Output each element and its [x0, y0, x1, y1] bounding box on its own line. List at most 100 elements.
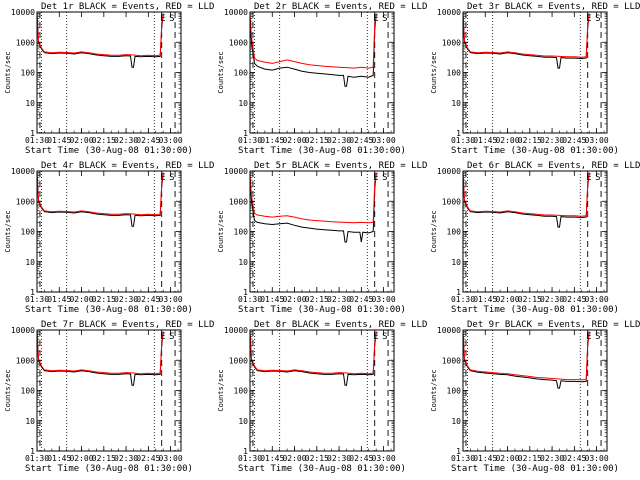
x-tick-label: 02:00: [282, 136, 306, 145]
y-axis-label: Counts/sec: [4, 369, 12, 411]
marker-letter: E: [373, 14, 378, 24]
marker-letter: S: [595, 14, 600, 24]
detector-panel-7: Det 7r BLACK = Events, RED = LLD E S 1 10 100…: [4, 320, 214, 474]
y-axis-label: Counts/sec: [430, 51, 438, 93]
lld-series-line: [462, 331, 590, 381]
panel-title: Det 4r BLACK = Events, RED = LLD: [41, 161, 214, 171]
plot-frame: [36, 329, 182, 452]
x-tick-label: 02:15: [518, 295, 542, 304]
marker-letter: S: [595, 332, 600, 342]
y-tick-label: 10: [238, 258, 248, 267]
x-tick-label: 02:15: [518, 136, 542, 145]
y-axis-label: Counts/sec: [430, 369, 438, 411]
x-tick-label: 03:00: [585, 295, 609, 304]
x-tick-label: 01:45: [47, 454, 71, 463]
panel-title: Det 3r BLACK = Events, RED = LLD: [467, 2, 640, 12]
x-tick-label: 02:30: [540, 295, 564, 304]
plot-frame: [462, 11, 608, 134]
x-tick-label: 01:30: [238, 295, 262, 304]
panel-title: Det 6r BLACK = Events, RED = LLD: [467, 161, 640, 171]
marker-letter: S: [382, 173, 387, 183]
x-tick-label: 02:45: [136, 454, 160, 463]
marker-letter: E: [160, 332, 165, 342]
x-axis-label: Start Time (30-Aug-08 01:30:00): [25, 464, 193, 474]
y-tick-label: 1: [30, 288, 35, 297]
x-axis-label: Start Time (30-Aug-08 01:30:00): [238, 146, 406, 156]
x-tick-label: 01:45: [260, 295, 284, 304]
x-tick-label: 02:30: [114, 136, 138, 145]
y-tick-label: 1000: [442, 356, 461, 365]
y-tick-label: 100: [447, 228, 462, 237]
x-tick-label: 01:45: [47, 295, 71, 304]
y-tick-label: 100: [21, 387, 36, 396]
events-series-line: [462, 14, 590, 69]
x-tick-label: 01:30: [451, 295, 475, 304]
y-tick-label: 1: [456, 129, 461, 138]
marker-letter: E: [373, 332, 378, 342]
y-tick-label: 1000: [229, 197, 248, 206]
x-tick-label: 02:00: [495, 454, 519, 463]
lld-series-line: [36, 172, 164, 216]
y-tick-label: 1000: [229, 38, 248, 47]
marker-letter: E: [586, 14, 591, 24]
events-series-line: [462, 332, 590, 389]
events-series-line: [249, 332, 377, 386]
detector-panel-8: Det 8r BLACK = Events, RED = LLD E S 1 10 100…: [217, 320, 427, 474]
x-tick-label: 02:15: [92, 454, 116, 463]
y-tick-label: 100: [234, 387, 249, 396]
y-tick-label: 10000: [224, 326, 248, 335]
y-tick-label: 1: [243, 129, 248, 138]
x-tick-label: 02:00: [69, 136, 93, 145]
x-tick-label: 02:00: [282, 454, 306, 463]
x-tick-label: 02:00: [69, 454, 93, 463]
x-tick-label: 02:15: [305, 295, 329, 304]
x-tick-label: 01:45: [473, 136, 497, 145]
y-axis-label: Counts/sec: [4, 51, 12, 93]
x-tick-label: 02:15: [305, 136, 329, 145]
x-tick-label: 02:45: [562, 454, 586, 463]
y-tick-label: 1: [243, 447, 248, 456]
x-tick-label: 02:30: [114, 295, 138, 304]
events-series-line: [36, 332, 164, 386]
x-tick-label: 02:45: [562, 136, 586, 145]
y-tick-label: 10: [451, 99, 461, 108]
events-series-line: [36, 173, 164, 227]
x-tick-label: 01:45: [473, 295, 497, 304]
events-series-line: [249, 173, 377, 243]
panel-title: Det 7r BLACK = Events, RED = LLD: [41, 320, 214, 330]
y-tick-label: 1: [30, 447, 35, 456]
plot-frame: [36, 11, 182, 134]
x-tick-label: 01:45: [47, 136, 71, 145]
y-tick-label: 10: [25, 417, 35, 426]
y-tick-label: 10000: [224, 167, 248, 176]
detector-panel-2: Det 2r BLACK = Events, RED = LLD E S 1 10 100…: [217, 2, 427, 156]
y-tick-label: 10000: [11, 8, 35, 17]
x-axis-label: Start Time (30-Aug-08 01:30:00): [451, 146, 619, 156]
x-axis-label: Start Time (30-Aug-08 01:30:00): [25, 305, 193, 315]
plot-frame: [462, 329, 608, 452]
y-tick-label: 10: [238, 99, 248, 108]
x-tick-label: 02:30: [540, 136, 564, 145]
y-axis-label: Counts/sec: [430, 210, 438, 252]
lld-series-line: [36, 331, 164, 375]
x-tick-label: 02:45: [349, 136, 373, 145]
lld-series-line: [249, 172, 377, 224]
y-tick-label: 10: [25, 258, 35, 267]
y-axis-label: Counts/sec: [4, 210, 12, 252]
y-tick-label: 10: [451, 258, 461, 267]
detector-panel-5: Det 5r BLACK = Events, RED = LLD E S 1 10 100…: [217, 161, 427, 315]
y-tick-label: 1: [456, 288, 461, 297]
x-tick-label: 02:45: [136, 295, 160, 304]
y-tick-label: 100: [234, 69, 249, 78]
lld-series-line: [36, 13, 164, 57]
x-tick-label: 01:30: [25, 454, 49, 463]
marker-letter: S: [382, 332, 387, 342]
detector-panel-6: Det 6r BLACK = Events, RED = LLD E S 1 10 100…: [430, 161, 640, 315]
marker-letter: E: [160, 14, 165, 24]
x-tick-label: 02:15: [518, 454, 542, 463]
y-tick-label: 1000: [16, 197, 35, 206]
x-axis-label: Start Time (30-Aug-08 01:30:00): [238, 305, 406, 315]
lld-series-line: [249, 13, 377, 69]
x-axis-label: Start Time (30-Aug-08 01:30:00): [238, 464, 406, 474]
marker-letter: S: [169, 332, 174, 342]
